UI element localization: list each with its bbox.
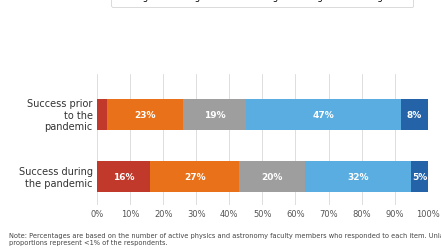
Legend: Strongly
disagree, Somewhat
disagree, Neither agree
nor disagree, Somewhat
agree: Strongly disagree, Somewhat disagree, Ne…	[111, 0, 414, 8]
Bar	[401, 100, 428, 131]
Bar	[97, 100, 107, 131]
Text: 8%: 8%	[407, 111, 422, 120]
Bar	[97, 162, 150, 192]
Bar	[246, 100, 401, 131]
Text: Note: Percentages are based on the number of active physics and astronomy facult: Note: Percentages are based on the numbe…	[9, 232, 441, 245]
Text: 32%: 32%	[348, 173, 369, 182]
Bar	[305, 162, 411, 192]
Text: 27%: 27%	[184, 173, 206, 182]
Text: 5%: 5%	[412, 173, 427, 182]
Text: 20%: 20%	[262, 173, 283, 182]
Bar	[183, 100, 246, 131]
Text: 16%: 16%	[113, 173, 134, 182]
Bar	[411, 162, 428, 192]
Text: 47%: 47%	[313, 111, 334, 120]
Text: 19%: 19%	[204, 111, 225, 120]
Bar	[239, 162, 306, 192]
Text: 23%: 23%	[134, 111, 156, 120]
Bar	[107, 100, 183, 131]
Bar	[150, 162, 239, 192]
